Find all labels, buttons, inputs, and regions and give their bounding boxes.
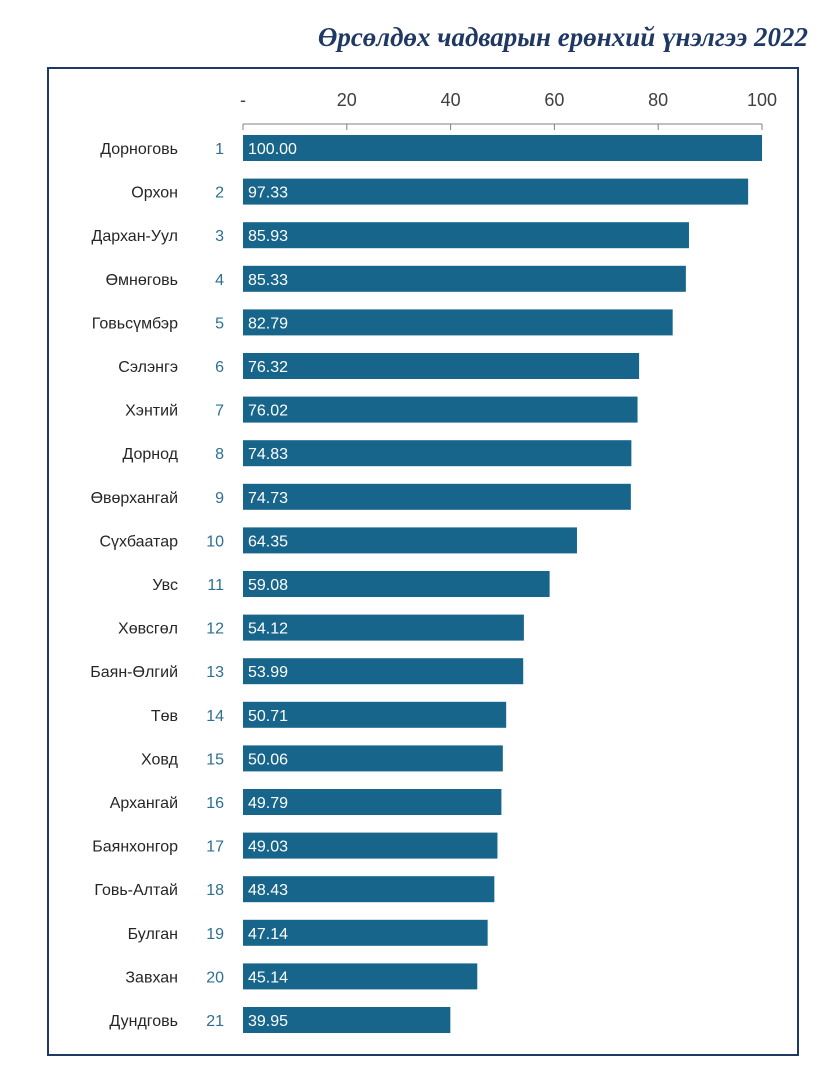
bar xyxy=(243,876,495,903)
bar xyxy=(243,440,632,467)
bar-value-label: 45.14 xyxy=(248,969,288,986)
rank-label: 6 xyxy=(215,359,224,376)
rank-label: 18 xyxy=(206,882,224,899)
bar-value-label: 76.32 xyxy=(248,359,288,376)
rank-label: 3 xyxy=(215,228,224,245)
bar-value-label: 54.12 xyxy=(248,621,288,638)
rank-label: 14 xyxy=(206,708,224,725)
bar xyxy=(243,745,503,772)
bar xyxy=(243,527,577,554)
x-tick-label: 60 xyxy=(544,90,564,110)
chart-title: Өрсөлдөх чадварын ерөнхий үнэлгээ 2022 xyxy=(317,22,808,52)
rank-label: 11 xyxy=(207,577,224,594)
region-label: Увс xyxy=(152,577,178,594)
bar-value-label: 74.73 xyxy=(248,490,288,507)
region-label: Булган xyxy=(128,926,178,943)
bar-value-label: 85.33 xyxy=(248,272,288,289)
region-label: Архангай xyxy=(110,795,178,812)
bar xyxy=(243,963,478,990)
region-label: Завхан xyxy=(125,969,178,986)
bar xyxy=(243,701,507,728)
bar-value-label: 76.02 xyxy=(248,403,288,420)
region-label: Ховд xyxy=(141,751,179,768)
bar-value-label: 49.79 xyxy=(248,795,288,812)
bar xyxy=(243,614,524,641)
rank-label: 8 xyxy=(215,446,224,463)
region-label: Дархан-Уул xyxy=(92,228,178,245)
bar-value-label: 97.33 xyxy=(248,185,288,202)
bar-value-label: 82.79 xyxy=(248,315,288,332)
bar-value-label: 59.08 xyxy=(248,577,288,594)
rank-label: 20 xyxy=(206,969,224,986)
region-label: Өмнөговь xyxy=(106,272,178,289)
bar xyxy=(243,483,631,510)
region-label: Орхон xyxy=(131,185,178,202)
region-label: Сүхбаатар xyxy=(99,533,178,550)
bar xyxy=(243,178,749,205)
bar-value-label: 39.95 xyxy=(248,1013,288,1030)
rank-label: 2 xyxy=(215,185,224,202)
bar-value-label: 74.83 xyxy=(248,446,288,463)
region-label: Дорноговь xyxy=(100,141,178,158)
region-label: Сэлэнгэ xyxy=(118,359,178,376)
x-tick-label: 40 xyxy=(441,90,461,110)
bar xyxy=(243,265,686,292)
rank-label: 1 xyxy=(215,141,224,158)
rank-label: 10 xyxy=(206,533,224,550)
region-label: Хөвсгөл xyxy=(118,621,178,638)
rank-label: 13 xyxy=(206,664,224,681)
bar xyxy=(243,222,689,249)
bar xyxy=(243,135,762,161)
region-label: Дорнод xyxy=(122,446,178,463)
bar xyxy=(243,396,638,423)
rank-label: 15 xyxy=(206,751,224,768)
bar xyxy=(243,309,673,336)
x-tick-label: 100 xyxy=(747,90,777,110)
region-label: Өвөрхангай xyxy=(91,490,178,507)
rank-label: 12 xyxy=(206,621,224,638)
x-tick-label: 80 xyxy=(648,90,668,110)
bar xyxy=(243,353,640,379)
rank-label: 9 xyxy=(215,490,224,507)
bar-value-label: 50.06 xyxy=(248,751,288,768)
rank-label: 7 xyxy=(215,403,224,420)
rank-label: 19 xyxy=(206,926,224,943)
region-label: Баян-Өлгий xyxy=(90,664,178,681)
rank-label: 17 xyxy=(206,839,224,856)
bar xyxy=(243,832,498,859)
chart-frame xyxy=(47,67,799,1056)
region-label: Баянхонгор xyxy=(92,839,178,856)
bar-value-label: 47.14 xyxy=(248,926,288,943)
region-label: Хэнтий xyxy=(125,403,178,420)
region-label: Говьсүмбэр xyxy=(92,315,178,332)
rank-label: 21 xyxy=(206,1013,224,1030)
rank-label: 5 xyxy=(215,315,224,332)
bar xyxy=(243,789,502,815)
bar xyxy=(243,658,524,685)
bar-value-label: 49.03 xyxy=(248,839,288,856)
bar-value-label: 50.71 xyxy=(248,708,288,725)
bar xyxy=(243,1007,451,1033)
x-tick-label: - xyxy=(240,90,246,110)
bar xyxy=(243,919,488,946)
rank-label: 16 xyxy=(206,795,224,812)
rank-label: 4 xyxy=(215,272,224,289)
bar xyxy=(243,571,550,597)
region-label: Дундговь xyxy=(109,1013,178,1030)
x-tick-label: 20 xyxy=(337,90,357,110)
bar-value-label: 100.00 xyxy=(248,141,297,158)
bar-value-label: 85.93 xyxy=(248,228,288,245)
region-label: Говь-Алтай xyxy=(94,882,178,899)
bar-value-label: 48.43 xyxy=(248,882,288,899)
region-label: Төв xyxy=(151,708,178,725)
bar-value-label: 53.99 xyxy=(248,664,288,681)
bar-value-label: 64.35 xyxy=(248,533,288,550)
